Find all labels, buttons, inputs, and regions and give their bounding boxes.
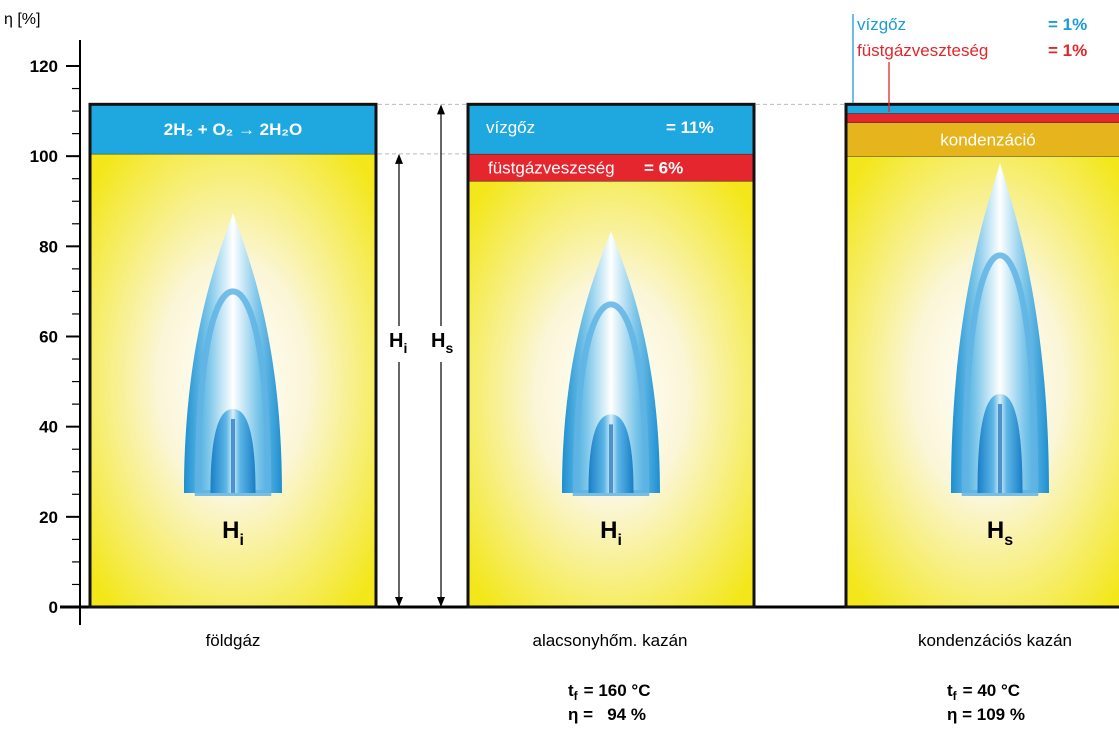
flame-ring — [961, 252, 1039, 496]
flame-outer — [951, 163, 1049, 493]
y-tick-label: 20 — [39, 508, 58, 527]
y-ticks: 0 20 40 60 80 100 120 — [30, 57, 80, 617]
svg-text:tf= 40 °C: tf = 40 °C — [947, 681, 1020, 703]
bar-2: Hs — [844, 102, 1119, 609]
flame-icon — [951, 163, 1049, 496]
params-alacsony: tf = 160 °C η = 94 % — [568, 681, 651, 724]
vizgoz-label: vízgőz — [486, 118, 535, 137]
tf-value: = 160 °C — [584, 681, 651, 700]
y-tick-label: 0 — [49, 598, 58, 617]
y-tick-label: 40 — [39, 418, 58, 437]
vizgoz-value: = 11% — [666, 118, 714, 137]
tf-symbol: t — [947, 681, 953, 700]
fust-value: = 6% — [644, 158, 683, 177]
dimension-label: Hi — [389, 330, 407, 356]
flame-outer — [184, 213, 282, 493]
y-tick-label: 60 — [39, 328, 58, 347]
y-axis-label: η [%] — [4, 11, 40, 28]
bar-outline — [88, 102, 378, 609]
legend-fust-value: = 1% — [1048, 41, 1087, 60]
bar-segment — [90, 104, 376, 154]
dimension-label-bg — [428, 326, 456, 362]
arrow-head-up — [437, 104, 445, 115]
flame-label: Hs — [987, 517, 1013, 549]
bar-segment — [468, 104, 754, 154]
dimension-label-bg — [386, 326, 414, 362]
y-tick-label: 80 — [39, 237, 58, 256]
reaction-equation: 2H₂ + O₂ → 2H₂O — [164, 120, 302, 139]
arrow-head-down — [437, 597, 445, 607]
dimension-arrows: Hi Hs — [386, 104, 456, 607]
flame-label: Hi — [600, 517, 622, 549]
tf-subscript: f — [574, 689, 579, 703]
flame-label: Hi — [222, 517, 244, 549]
bar-0: Hi — [88, 102, 378, 609]
legend-vizgoz-value: = 1% — [1048, 15, 1087, 34]
flame-icon — [562, 231, 660, 496]
svg-text:tf= 160 °C: tf = 160 °C — [568, 681, 651, 703]
dimension-label: Hs — [431, 330, 453, 356]
tf-subscript: f — [953, 689, 958, 703]
flame-outer — [562, 231, 660, 493]
bars: Hi Hi Hs 2H₂ + O₂ → 2H₂O vízgőz = 11% füstgázv… — [88, 102, 1119, 609]
bar-1: Hi — [466, 102, 756, 609]
arrow-head-up — [395, 153, 403, 164]
bar-outline — [844, 102, 1119, 609]
bar-segment — [468, 153, 754, 181]
arrow-head-down — [395, 597, 403, 607]
kondenzacio-label: kondenzáció — [940, 130, 1035, 149]
category-label-kondenzacios: kondenzációs kazán — [918, 631, 1072, 650]
legend-fust-label: füstgázveszteség — [857, 41, 988, 60]
legend-vizgoz-label: vízgőz — [857, 15, 906, 34]
fust-label: füstgázveszeség — [488, 158, 615, 177]
bar-segment — [846, 104, 1119, 114]
flame-ring — [194, 288, 272, 496]
bar-segment — [846, 122, 1119, 157]
category-label-alacsony: alacsonyhőm. kazán — [533, 631, 688, 650]
tf-value: = 40 °C — [963, 681, 1020, 700]
eta-value: η = 94 % — [568, 705, 646, 724]
eta-value: η = 109 % — [947, 705, 1025, 724]
bar-segment — [846, 113, 1119, 123]
y-tick-label: 100 — [30, 147, 58, 166]
params-kondenzacios: tf = 40 °C η = 109 % — [947, 681, 1025, 724]
y-tick-label: 120 — [30, 57, 58, 76]
bar-outline — [466, 102, 756, 609]
top-legend: vízgőz = 1% füstgázveszteség = 1% — [852, 14, 1087, 112]
tf-symbol: t — [568, 681, 574, 700]
flame-ring — [572, 301, 650, 496]
flame-icon — [184, 213, 282, 496]
category-label-foldgaz: földgáz — [206, 631, 261, 650]
